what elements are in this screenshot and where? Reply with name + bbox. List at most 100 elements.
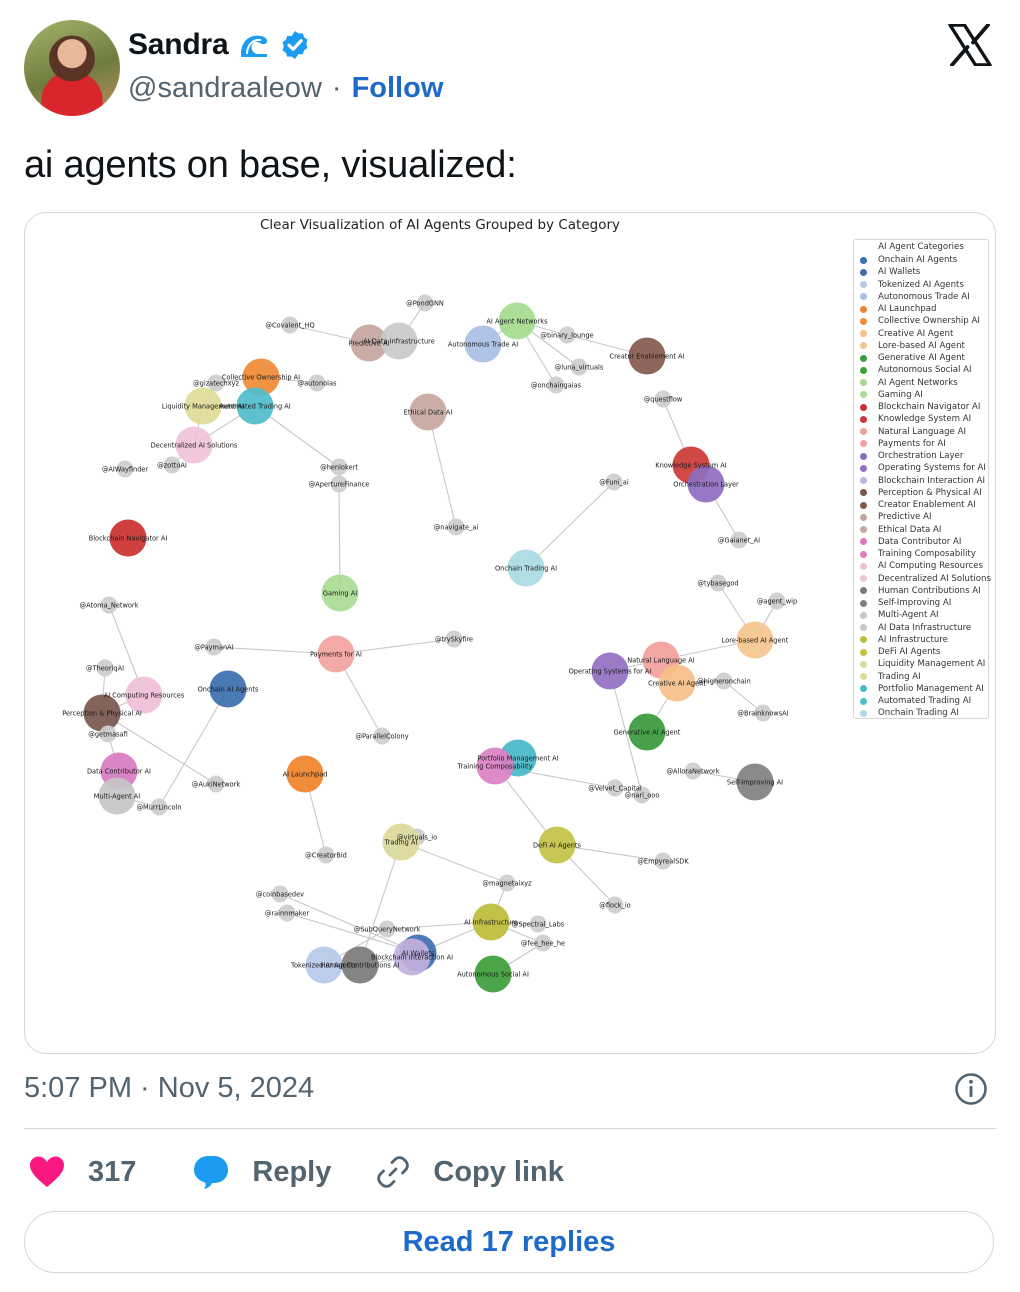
graph-node-label: @MurrLincoln — [136, 804, 181, 812]
separator-dot: · — [331, 72, 342, 104]
legend-label: Multi-Agent AI — [878, 610, 939, 621]
graph-node — [317, 635, 355, 673]
link-icon — [377, 1156, 410, 1188]
legend-swatch — [860, 575, 867, 583]
legend-item: Perception & Physical AI — [854, 487, 988, 499]
graph-node — [529, 915, 547, 933]
graph-node-label: Human Contributions AI — [321, 962, 400, 970]
graph-node-label: Creative AI Agent — [648, 680, 706, 688]
graph-node — [207, 775, 225, 793]
follow-button[interactable]: Follow — [351, 72, 444, 104]
tweet-media-image[interactable]: Clear Visualization of AI Agents Grouped… — [24, 212, 996, 1054]
graph-node — [330, 475, 348, 493]
legend-item: Autonomous Social AI — [854, 364, 988, 376]
graph-node-label: @ApertureFinance — [309, 481, 370, 489]
graph-node — [472, 903, 510, 941]
graph-node — [416, 294, 434, 312]
graph-edge — [335, 638, 455, 655]
graph-node-label: Blockchain Interaction AI — [371, 954, 453, 962]
legend-item: Lore-based AI Agent — [854, 340, 988, 352]
legend-item: Automated Trading AI — [854, 695, 988, 707]
graph-node-label: Payments for AI — [310, 651, 362, 659]
avatar[interactable] — [24, 20, 120, 116]
legend-item: AI Data Infrastructure — [854, 622, 988, 634]
graph-node-label: @SubQueryNetwork — [354, 926, 421, 934]
legend-label: Trading AI — [878, 671, 921, 682]
graph-node — [96, 659, 114, 677]
graph-node-label: AI Launchpad — [283, 771, 328, 779]
legend-swatch — [860, 501, 867, 509]
x-logo-icon[interactable] — [948, 24, 992, 66]
graph-node-label: Trading AI — [384, 839, 418, 847]
graph-edge — [213, 646, 337, 655]
graph-node — [150, 798, 168, 816]
graph-node-label: @Spectral_Labs — [512, 921, 565, 929]
graph-node-label: Orchestration Layer — [673, 481, 739, 489]
graph-node — [570, 358, 588, 376]
graph-node — [242, 358, 280, 396]
legend-label: AI Infrastructure — [878, 634, 948, 645]
legend-item: Blockchain Interaction AI — [854, 475, 988, 487]
graph-node — [205, 638, 223, 656]
legend-label: AI Agent Networks — [878, 377, 958, 388]
read-replies-button[interactable]: Read 17 replies — [24, 1211, 994, 1273]
legend-label: Human Contributions AI — [878, 585, 981, 596]
legend-swatch — [860, 489, 867, 497]
graph-node-label: @fee_hee_he — [521, 940, 565, 948]
author-display-name[interactable]: Sandra — [128, 28, 229, 61]
legend-swatch — [860, 562, 867, 570]
graph-node-label: Autonomous Trade AI — [448, 341, 518, 349]
legend-swatch — [860, 599, 867, 607]
legend-label: Autonomous Trade AI — [878, 291, 970, 302]
legend-label: Tokenized AI Agents — [878, 279, 964, 290]
legend-swatch — [860, 330, 867, 338]
legend-item: Natural Language AI — [854, 426, 988, 438]
legend-label: Predictive AI — [878, 512, 932, 523]
graph-node-label: @onchaingaias — [531, 382, 582, 390]
copy-link-button[interactable]: Copy link — [375, 1154, 564, 1190]
graph-node — [591, 652, 629, 690]
author-handle[interactable]: @sandraaleow — [128, 72, 322, 104]
graph-node — [330, 458, 348, 476]
graph-node — [507, 549, 545, 587]
legend-swatch — [860, 636, 867, 644]
legend-swatch — [860, 648, 867, 656]
graph-node-label: @agent_wip — [757, 598, 797, 606]
graph-node — [754, 704, 772, 722]
tweet-timestamp[interactable]: 5:07 PM · Nov 5, 2024 — [24, 1072, 315, 1104]
graph-node-label: AI Infrastructure — [464, 919, 518, 927]
graph-node — [373, 727, 391, 745]
legend-label: Creator Enablement AI — [878, 500, 976, 511]
graph-node-label: @nari_ooo — [625, 792, 660, 800]
graph-node — [687, 465, 725, 503]
graph-node — [498, 874, 516, 892]
legend-item: Collective Ownership AI — [854, 315, 988, 327]
legend-swatch — [860, 342, 867, 350]
graph-node — [498, 302, 536, 340]
graph-node — [286, 755, 324, 793]
legend-label: Natural Language AI — [878, 426, 966, 437]
like-button[interactable]: 317 — [28, 1155, 136, 1189]
legend-item: Portfolio Management AI — [854, 683, 988, 695]
graph-node-label: Automated Trading AI — [219, 403, 290, 411]
graph-node — [654, 852, 672, 870]
wave-icon — [240, 35, 267, 57]
legend-label: Ethical Data AI — [878, 524, 942, 535]
info-icon[interactable] — [954, 1072, 988, 1106]
graph-node-label: AI Computing Resources — [104, 692, 185, 700]
legend-swatch — [860, 428, 867, 436]
legend-label: AI Computing Resources — [878, 561, 983, 572]
graph-node-label: Onchain AI Agents — [198, 686, 259, 694]
graph-node — [100, 596, 118, 614]
graph-node-label: @flock_io — [599, 902, 630, 910]
graph-node-label: @rainnmaker — [265, 910, 310, 918]
graph-node-label: Knowledge System AI — [655, 462, 727, 470]
graph-node — [730, 531, 748, 549]
legend-swatch — [860, 379, 867, 387]
graph-node-label: Ethical Data AI — [404, 409, 453, 417]
reply-button[interactable]: Reply — [192, 1154, 331, 1190]
legend-swatch — [860, 452, 867, 460]
graph-node-label: Decentralized AI Solutions — [151, 442, 238, 450]
graph-node-label: @magnetaixyz — [482, 880, 532, 888]
legend-label: Decentralized AI Solutions — [878, 573, 991, 584]
